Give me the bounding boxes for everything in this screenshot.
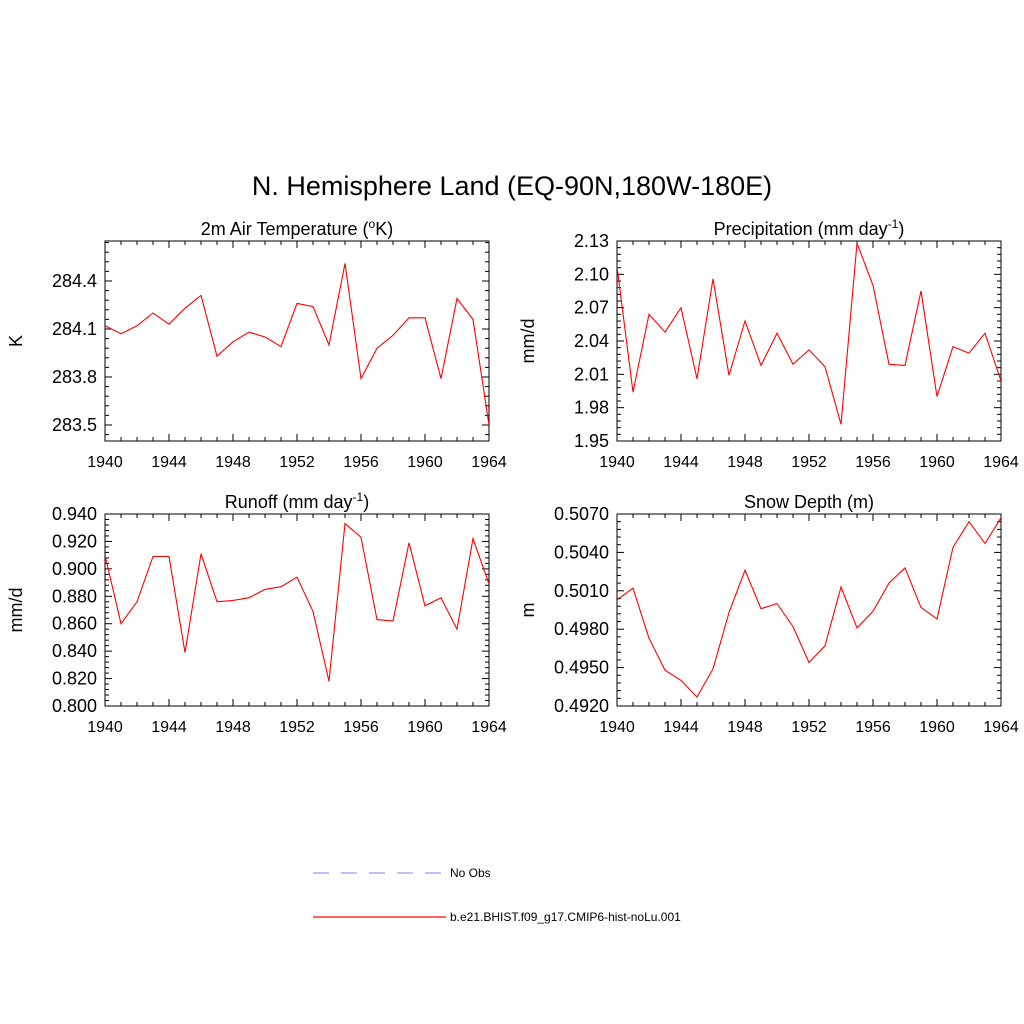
x-tick-label: 1964 bbox=[983, 719, 1019, 736]
y-tick-label: 1.98 bbox=[574, 398, 609, 418]
y-tick-label: 0.880 bbox=[52, 586, 97, 606]
y-tick-label: 2.04 bbox=[574, 331, 609, 351]
series-line bbox=[105, 263, 489, 426]
y-tick-label: 0.800 bbox=[52, 696, 97, 716]
y-tick-label: 0.5010 bbox=[554, 581, 609, 601]
panel-title: Snow Depth (m) bbox=[744, 492, 874, 512]
x-tick-label: 1952 bbox=[791, 719, 827, 736]
x-tick-label: 1948 bbox=[215, 454, 251, 471]
x-tick-label: 1944 bbox=[663, 454, 699, 471]
series-line bbox=[617, 517, 1001, 698]
panel-title: 2m Air Temperature (oK) bbox=[201, 217, 393, 239]
y-tick-label: 2.07 bbox=[574, 298, 609, 318]
y-tick-label: 0.840 bbox=[52, 641, 97, 661]
y-tick-label: 0.5070 bbox=[554, 504, 609, 524]
y-axis-label: mm/d bbox=[6, 588, 26, 633]
y-tick-label: 0.5040 bbox=[554, 542, 609, 562]
y-tick-label: 0.860 bbox=[52, 614, 97, 634]
x-tick-label: 1952 bbox=[279, 719, 315, 736]
y-tick-label: 2.13 bbox=[574, 231, 609, 251]
y-tick-label: 0.4980 bbox=[554, 619, 609, 639]
y-tick-label: 1.95 bbox=[574, 431, 609, 451]
panel-title: Runoff (mm day-1) bbox=[225, 490, 369, 512]
x-tick-label: 1956 bbox=[855, 719, 891, 736]
x-tick-label: 1960 bbox=[919, 719, 955, 736]
x-tick-label: 1940 bbox=[87, 454, 123, 471]
x-tick-label: 1964 bbox=[983, 454, 1019, 471]
x-tick-label: 1956 bbox=[855, 454, 891, 471]
x-tick-label: 1940 bbox=[599, 454, 635, 471]
y-tick-label: 283.5 bbox=[52, 415, 97, 435]
legend-case-label: b.e21.BHIST.f09_g17.CMIP6-hist-noLu.001 bbox=[450, 910, 681, 924]
y-tick-label: 284.4 bbox=[52, 271, 97, 291]
y-tick-label: 0.4920 bbox=[554, 696, 609, 716]
x-tick-label: 1960 bbox=[407, 719, 443, 736]
y-tick-label: 0.940 bbox=[52, 504, 97, 524]
panel-precipitation: Precipitation (mm day-1) mm/d 1940 1944 1948… bbox=[518, 217, 1019, 471]
y-tick-label: 0.820 bbox=[52, 669, 97, 689]
y-tick-label: 0.900 bbox=[52, 559, 97, 579]
x-tick-label: 1940 bbox=[87, 719, 123, 736]
x-tick-label: 1948 bbox=[727, 719, 763, 736]
x-tick-label: 1944 bbox=[663, 719, 699, 736]
y-tick-label: 284.1 bbox=[52, 319, 97, 339]
y-tick-label: 0.4950 bbox=[554, 658, 609, 678]
y-tick-label: 0.920 bbox=[52, 531, 97, 551]
y-tick-label: 2.10 bbox=[574, 264, 609, 284]
x-tick-label: 1948 bbox=[727, 454, 763, 471]
x-tick-label: 1952 bbox=[791, 454, 827, 471]
plot-frame bbox=[616, 240, 1002, 442]
x-tick-label: 1940 bbox=[599, 719, 635, 736]
legend: No Obs b.e21.BHIST.f09_g17.CMIP6-hist-no… bbox=[313, 866, 681, 924]
panel-air-temperature: 2m Air Temperature (oK) K 1940 1944 1948 1952… bbox=[6, 217, 507, 471]
x-tick-label: 1964 bbox=[471, 719, 507, 736]
plot-frame bbox=[104, 513, 490, 707]
series-line bbox=[105, 522, 489, 682]
y-axis-label: K bbox=[6, 335, 26, 347]
series-line bbox=[617, 243, 1001, 425]
y-tick-label: 283.8 bbox=[52, 367, 97, 387]
x-tick-label: 1944 bbox=[151, 454, 187, 471]
x-tick-label: 1964 bbox=[471, 454, 507, 471]
plot-frame bbox=[616, 513, 1002, 707]
figure-title: N. Hemisphere Land (EQ-90N,180W-180E) bbox=[252, 171, 772, 201]
panel-snow-depth: Snow Depth (m) m 1940 1944 1948 1952 1956 1960 1… bbox=[518, 492, 1019, 736]
panel-title: Precipitation (mm day-1) bbox=[714, 217, 905, 239]
y-axis-label: m bbox=[518, 603, 538, 618]
x-tick-label: 1956 bbox=[343, 454, 379, 471]
y-axis-label: mm/d bbox=[518, 319, 538, 364]
x-tick-label: 1948 bbox=[215, 719, 251, 736]
legend-obs-label: No Obs bbox=[450, 866, 491, 880]
x-tick-label: 1960 bbox=[407, 454, 443, 471]
x-tick-label: 1960 bbox=[919, 454, 955, 471]
panel-runoff: Runoff (mm day-1) mm/d 1940 1944 1948 1952 195… bbox=[6, 490, 507, 736]
x-tick-label: 1956 bbox=[343, 719, 379, 736]
x-tick-label: 1944 bbox=[151, 719, 187, 736]
x-tick-label: 1952 bbox=[279, 454, 315, 471]
y-tick-label: 2.01 bbox=[574, 364, 609, 384]
